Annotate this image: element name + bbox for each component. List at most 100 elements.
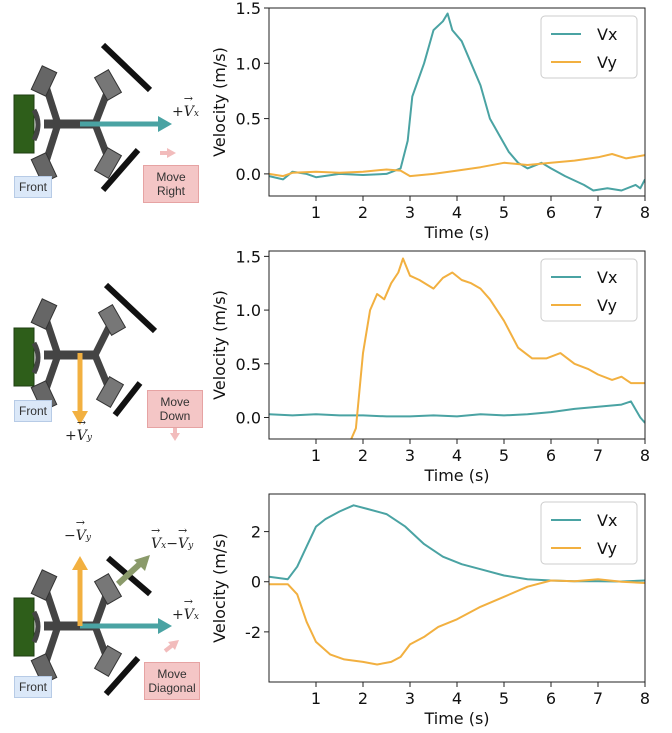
move-label-line1: Move: [157, 667, 187, 681]
legend-box: [540, 258, 638, 322]
neg-vy-arrow-head: [72, 556, 88, 570]
row-move-right: +Vx → Front Move Right 1 2 3 4 5 6 7 8 0.0 0.5 1.0 1…: [0, 0, 672, 243]
x-tick-label: 5: [499, 689, 509, 708]
row-move-diagonal: +Vx → −Vy → Vx → −Vy → Front Move Diagonal 1 2…: [0, 486, 672, 729]
vy-arrow-head: [72, 411, 88, 425]
move-label: Move Right: [143, 165, 199, 203]
legend-label-vy: Vy: [597, 539, 617, 558]
y-tick-label: 1.5: [236, 0, 261, 18]
x-tick-label: 2: [358, 446, 368, 465]
x-tick-label: 4: [452, 446, 462, 465]
robot-front-plate: [13, 597, 35, 657]
series-line-vy: [269, 153, 645, 178]
velocity-chart-diagonal: 1 2 3 4 5 6 7 8 -2 0 2 Time (s) Velocity (m/s) Vx Vy: [210, 493, 650, 728]
x-axis-label: Time (s): [423, 709, 489, 728]
move-diagonal-arrow: [168, 640, 179, 650]
robot-illustration: [13, 555, 179, 696]
velocity-chart-down: 1 2 3 4 5 6 7 8 0.0 0.5 1.0 1.5 Time (s) Velocity (m/…: [210, 247, 650, 485]
move-label-line2: Diagonal: [148, 681, 196, 695]
x-tick-label: 8: [640, 689, 650, 708]
x-tick-label: 4: [452, 203, 462, 222]
x-tick-label: 5: [499, 446, 509, 465]
y-tick-label: 0: [251, 573, 261, 592]
x-tick-label: 3: [405, 446, 415, 465]
move-label-line1: Move: [156, 170, 186, 184]
x-tick-label: 6: [546, 689, 556, 708]
legend-label-vx: Vx: [597, 511, 617, 530]
vx-vector-label: +Vx →: [172, 92, 199, 120]
series-line-vx: [269, 400, 645, 424]
robot-bumper: [31, 108, 41, 142]
front-label: Front: [14, 676, 52, 698]
legend-label-vy: Vy: [597, 53, 617, 72]
x-axis-label: Time (s): [423, 466, 489, 485]
robot-wheel: [93, 645, 123, 677]
x-tick-label: 8: [640, 446, 650, 465]
robot-propeller: [103, 282, 158, 334]
robot-illustration: [13, 42, 176, 192]
legend: Vx Vy: [540, 15, 638, 79]
front-label: Front: [14, 176, 52, 198]
legend: Vx Vy: [540, 501, 638, 565]
move-label: Move Down: [147, 390, 203, 428]
y-tick-label: 0.0: [236, 165, 261, 184]
x-tick-label: 6: [546, 203, 556, 222]
x-tick-label: 1: [311, 446, 321, 465]
move-label: Move Diagonal: [144, 662, 200, 700]
x-tick-label: 2: [358, 203, 368, 222]
robot-bumper: [31, 610, 41, 644]
y-tick-label: 1.0: [236, 301, 261, 320]
robot-wheel: [93, 147, 123, 179]
legend-box: [540, 15, 638, 79]
x-tick-label: 7: [593, 203, 603, 222]
series-line-vy: [269, 578, 645, 666]
y-axis-label: Velocity (m/s): [210, 533, 229, 643]
x-tick-label: 7: [593, 446, 603, 465]
robot-diagram-down: +Vy → Front Move Down: [0, 243, 215, 486]
diagonal-arrow-shaft: [115, 559, 145, 587]
move-label-line2: Down: [159, 409, 191, 423]
x-tick-label: 6: [546, 446, 556, 465]
move-label-line2: Right: [156, 184, 185, 198]
y-tick-label: 0.5: [236, 355, 261, 374]
legend-label-vx: Vx: [597, 268, 617, 287]
move-down-arrow: [170, 433, 180, 441]
diagonal-vector-label: Vx → −Vy →: [151, 524, 194, 552]
x-tick-label: 4: [452, 689, 462, 708]
robot-propeller: [100, 42, 153, 93]
vx-arrow-head: [158, 116, 172, 132]
robot-front-plate: [13, 94, 35, 154]
robot-propeller: [112, 381, 143, 417]
x-tick-label: 8: [640, 203, 650, 222]
series-line-vy: [350, 257, 645, 439]
x-tick-label: 3: [405, 689, 415, 708]
legend-box: [540, 501, 638, 565]
robot-wheel: [30, 298, 58, 330]
robot-front-plate: [13, 327, 35, 387]
front-label: Front: [14, 400, 52, 422]
x-tick-label: 1: [311, 203, 321, 222]
move-label-line1: Move: [160, 395, 190, 409]
x-tick-label: 1: [311, 689, 321, 708]
row-move-down: +Vy → Front Move Down 1 2 3 4 5 6 7 8 0.0 0.5 1.0 1.…: [0, 243, 672, 486]
legend: Vx Vy: [540, 258, 638, 322]
diagonal-arrow-head: [134, 555, 150, 571]
y-tick-label: 2: [251, 523, 261, 542]
y-axis-label: Velocity (m/s): [210, 290, 229, 400]
vy-vector-label: +Vy →: [65, 416, 92, 444]
vx-arrow-head: [158, 618, 172, 634]
series-line-vx: [269, 12, 645, 192]
neg-vy-vector-label: −Vy →: [64, 516, 91, 544]
legend-label-vy: Vy: [597, 296, 617, 315]
y-axis-label: Velocity (m/s): [210, 47, 229, 157]
x-tick-label: 7: [593, 689, 603, 708]
x-tick-label: 3: [405, 203, 415, 222]
robot-wheel: [93, 69, 123, 101]
robot-wheel: [93, 573, 123, 605]
robot-bumper: [31, 341, 41, 375]
velocity-chart-right: 1 2 3 4 5 6 7 8 0.0 0.5 1.0 1.5 Time (s) Velocity (m/…: [210, 0, 650, 242]
robot-wheel: [95, 376, 125, 408]
y-tick-label: 1.5: [236, 247, 261, 266]
move-right-arrow: [167, 148, 176, 158]
